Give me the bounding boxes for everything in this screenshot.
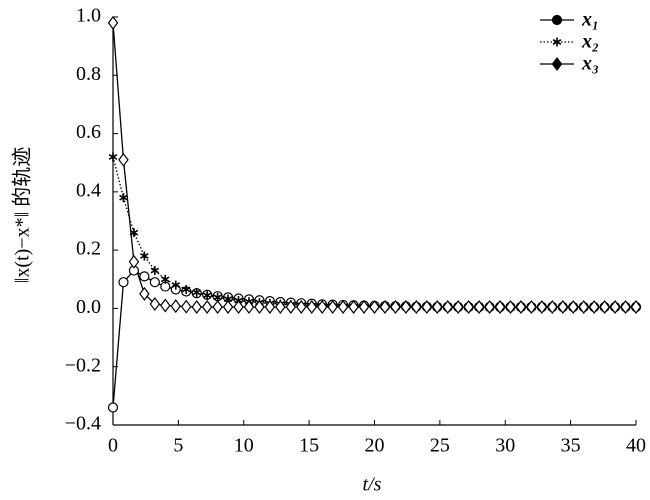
y-tick-label: 1.0 — [76, 5, 101, 27]
data-point — [473, 299, 485, 314]
data-point — [432, 299, 443, 314]
data-point — [119, 193, 128, 203]
data-point — [515, 299, 527, 314]
data-point — [108, 152, 118, 162]
data-point — [191, 299, 202, 314]
data-point — [400, 299, 412, 314]
x-tick-label: 0 — [108, 435, 118, 457]
legend-marker — [551, 57, 563, 71]
data-point — [180, 299, 192, 314]
legend-label: x₁ — [581, 9, 599, 31]
data-point — [484, 299, 495, 314]
y-tick-label: 0.4 — [76, 179, 101, 201]
data-point — [494, 299, 506, 314]
data-point — [118, 277, 129, 288]
data-point — [296, 299, 307, 314]
y-tick-label: 0.0 — [76, 296, 101, 318]
data-point — [599, 299, 610, 314]
data-point — [369, 299, 380, 314]
y-axis-label: ‖x(t)−x*‖ 的轨迹 — [11, 147, 34, 283]
x-tick-label: 40 — [626, 435, 646, 457]
x-tick-label: 10 — [234, 435, 254, 457]
x-tick-label: 15 — [299, 435, 319, 457]
data-point — [149, 297, 161, 312]
data-point — [212, 299, 223, 314]
data-point — [358, 299, 370, 314]
data-point — [421, 299, 433, 314]
data-point — [264, 299, 276, 314]
data-point — [578, 299, 589, 314]
data-point — [171, 280, 181, 290]
data-point — [201, 299, 213, 314]
data-point — [452, 299, 464, 314]
data-point — [327, 299, 338, 314]
data-point — [379, 299, 391, 314]
data-point — [129, 228, 139, 238]
data-point — [192, 287, 201, 297]
data-point — [139, 286, 150, 301]
data-point — [170, 299, 182, 314]
data-point — [557, 299, 569, 314]
data-point — [316, 299, 328, 314]
y-tick-label: 0.8 — [76, 63, 101, 85]
data-point — [390, 299, 401, 314]
x-axis-label: t/s — [363, 474, 382, 496]
data-point — [222, 299, 234, 314]
data-point — [463, 299, 474, 314]
data-point — [348, 299, 359, 314]
y-tick-label: −0.4 — [65, 413, 101, 435]
data-point — [442, 299, 453, 314]
data-point — [139, 271, 150, 282]
data-point — [337, 299, 349, 314]
data-point — [411, 299, 422, 314]
y-tick-label: −0.2 — [65, 354, 101, 376]
data-point — [233, 299, 244, 314]
data-point — [107, 402, 119, 413]
x-tick-label: 25 — [430, 435, 450, 457]
legend-marker — [551, 14, 563, 26]
data-point — [160, 298, 171, 313]
data-point — [149, 277, 160, 288]
x-tick-label: 5 — [173, 435, 183, 457]
y-tick-label: 0.2 — [76, 238, 101, 260]
data-point — [588, 299, 600, 314]
legend-label: x₃ — [581, 53, 599, 75]
data-point — [275, 299, 286, 314]
legend-marker — [552, 37, 562, 47]
data-point — [128, 254, 140, 269]
data-point — [536, 299, 548, 314]
data-point — [243, 299, 255, 314]
legend-label: x₂ — [581, 31, 599, 53]
data-point — [630, 299, 642, 314]
x-tick-label: 20 — [365, 435, 385, 457]
data-point — [140, 251, 149, 261]
x-tick-label: 30 — [495, 435, 515, 457]
data-point — [107, 15, 119, 30]
data-point — [150, 266, 160, 276]
data-point — [620, 299, 631, 314]
data-point — [306, 299, 317, 314]
data-point — [285, 299, 297, 314]
series-line — [112, 156, 636, 308]
data-point — [118, 152, 129, 167]
data-point — [202, 290, 212, 300]
data-point — [567, 299, 579, 314]
data-point — [161, 274, 170, 284]
data-point — [609, 299, 621, 314]
data-point — [526, 299, 537, 314]
x-tick-label: 35 — [561, 435, 581, 457]
data-point — [505, 299, 516, 314]
data-point — [254, 299, 265, 314]
data-point — [181, 284, 191, 294]
data-point — [547, 299, 558, 314]
y-tick-label: 0.6 — [76, 121, 101, 143]
